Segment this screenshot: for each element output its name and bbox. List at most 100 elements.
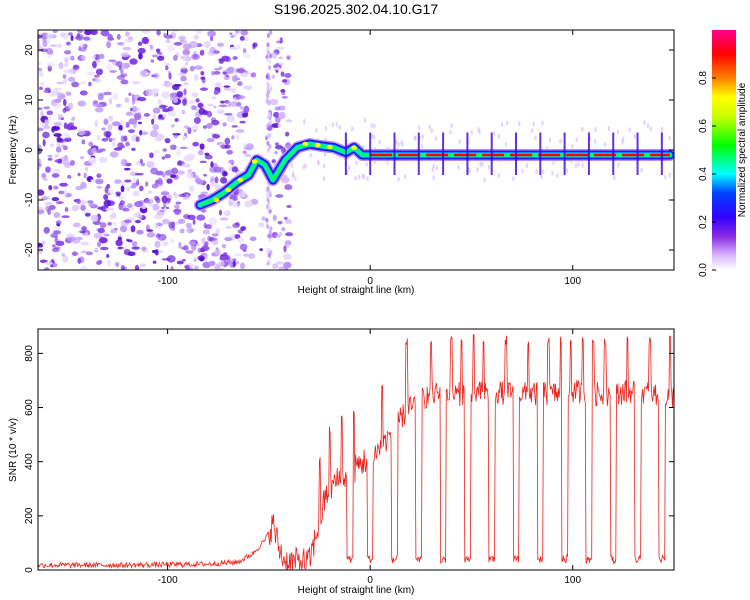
noise-blob bbox=[230, 89, 235, 94]
noise-blob bbox=[226, 67, 230, 75]
noise-blob bbox=[47, 154, 53, 158]
noise-blob bbox=[112, 93, 119, 100]
noise-blob bbox=[168, 221, 173, 229]
signal-peak bbox=[251, 159, 258, 164]
noise-blob bbox=[206, 122, 213, 129]
noise-blob bbox=[150, 59, 155, 63]
noise-blob bbox=[477, 127, 480, 133]
noise-blob bbox=[96, 134, 101, 141]
noise-blob bbox=[164, 241, 169, 246]
noise-blob bbox=[266, 224, 270, 230]
noise-blob bbox=[197, 149, 204, 156]
noise-blob bbox=[290, 163, 294, 169]
noise-blob bbox=[199, 49, 205, 56]
noise-blob bbox=[97, 206, 104, 210]
snr-axes: -100 0 100 0 200 400 600 800 bbox=[24, 329, 674, 586]
noise-blob bbox=[294, 176, 297, 182]
noise-blob bbox=[125, 31, 130, 37]
noise-blob bbox=[285, 119, 293, 123]
noise-blob bbox=[88, 141, 94, 147]
noise-blob bbox=[259, 248, 263, 252]
noise-blob bbox=[173, 208, 182, 215]
noise-blob bbox=[174, 221, 180, 225]
noise-blob bbox=[309, 152, 312, 158]
colorbar-gradient bbox=[712, 30, 736, 270]
noise-blob bbox=[106, 253, 110, 258]
noise-blob bbox=[170, 144, 177, 151]
noise-blob bbox=[88, 81, 92, 87]
noise-blob bbox=[218, 209, 223, 216]
noise-blob bbox=[155, 48, 161, 53]
noise-blob bbox=[216, 42, 224, 47]
noise-blob bbox=[420, 143, 424, 149]
noise-blob bbox=[80, 81, 87, 85]
noise-blob bbox=[204, 154, 213, 160]
snr-ytick-label: 600 bbox=[24, 399, 35, 416]
figure-title: S196.2025.302.04.10.G17 bbox=[274, 1, 438, 17]
noise-blob bbox=[535, 169, 538, 175]
noise-blob bbox=[53, 133, 62, 137]
noise-blob bbox=[84, 232, 89, 237]
noise-blob bbox=[168, 72, 172, 80]
noise-blob bbox=[62, 69, 72, 74]
noise-blob bbox=[62, 158, 69, 166]
noise-blob bbox=[266, 86, 270, 92]
noise-blob bbox=[261, 216, 266, 221]
noise-blob bbox=[214, 70, 221, 75]
noise-blob bbox=[315, 127, 318, 133]
noise-blob bbox=[65, 91, 72, 96]
noise-blob bbox=[149, 152, 154, 159]
noise-blob bbox=[170, 124, 175, 128]
noise-blob bbox=[47, 116, 52, 122]
noise-blob bbox=[206, 137, 215, 143]
noise-blob bbox=[174, 83, 182, 87]
colorbar-tick-label: 0.0 bbox=[698, 263, 709, 277]
noise-blob bbox=[258, 222, 265, 228]
noise-blob bbox=[242, 249, 247, 252]
noise-blob bbox=[233, 253, 242, 257]
noise-blob bbox=[126, 186, 131, 191]
noise-blob bbox=[38, 127, 44, 132]
noise-blob bbox=[38, 34, 43, 39]
noise-blob bbox=[617, 162, 620, 168]
noise-blob bbox=[228, 159, 234, 164]
noise-blob bbox=[481, 161, 484, 167]
noise-blob bbox=[98, 237, 108, 244]
spectrogram-xtick-label: 100 bbox=[564, 276, 581, 287]
noise-blob bbox=[162, 218, 170, 225]
noise-blob bbox=[156, 222, 164, 226]
noise-blob bbox=[182, 43, 192, 50]
noise-blob bbox=[54, 98, 62, 103]
noise-blob bbox=[231, 135, 235, 140]
noise-blob bbox=[207, 30, 217, 37]
noise-blob bbox=[147, 201, 152, 204]
noise-blob bbox=[110, 229, 118, 234]
noise-blob bbox=[55, 146, 62, 153]
noise-blob bbox=[42, 139, 46, 147]
noise-blob bbox=[124, 97, 130, 103]
noise-blob bbox=[85, 251, 93, 256]
noise-blob bbox=[53, 168, 61, 174]
noise-blob bbox=[668, 172, 672, 178]
noise-blob bbox=[497, 133, 501, 139]
noise-blob bbox=[268, 53, 272, 59]
noise-blob bbox=[38, 70, 44, 78]
noise-blob bbox=[468, 168, 471, 174]
noise-blob bbox=[64, 206, 69, 212]
noise-blob bbox=[235, 134, 239, 140]
noise-blob bbox=[68, 77, 76, 83]
noise-blob bbox=[160, 191, 170, 196]
noise-blob bbox=[284, 216, 288, 220]
noise-blob bbox=[226, 115, 236, 122]
noise-blob bbox=[156, 30, 161, 36]
noise-blob bbox=[191, 92, 199, 98]
noise-blob bbox=[594, 127, 597, 133]
noise-blob bbox=[139, 129, 143, 136]
noise-blob bbox=[158, 249, 164, 254]
noise-blob bbox=[181, 259, 186, 262]
noise-blob bbox=[184, 125, 189, 130]
noise-blob bbox=[91, 54, 96, 59]
noise-blob bbox=[152, 54, 158, 58]
noise-blob bbox=[83, 172, 87, 179]
